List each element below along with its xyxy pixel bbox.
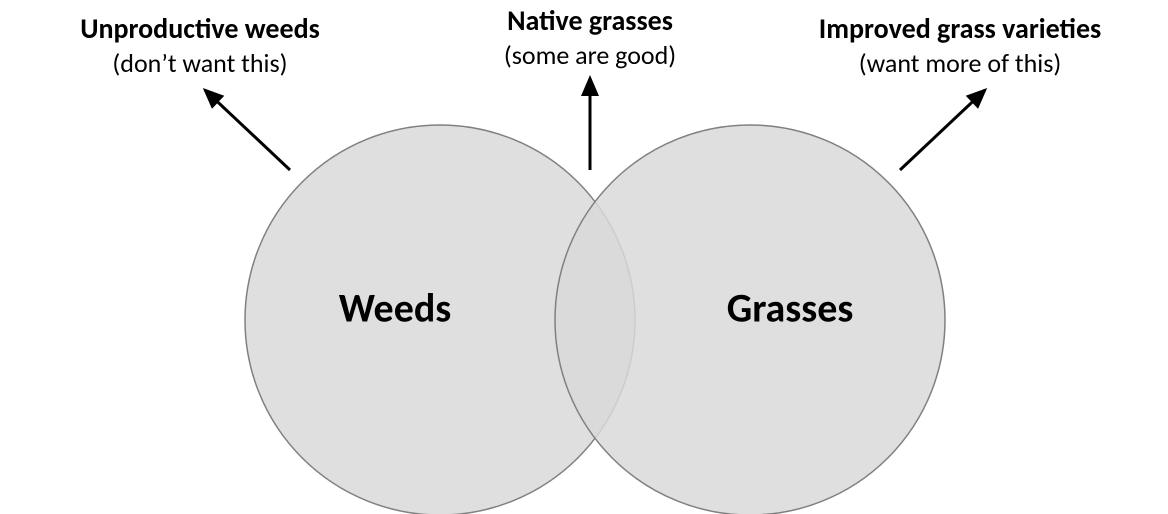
left-callout-title: Unproductive weeds	[80, 11, 320, 46]
circle-label-left: Weeds	[339, 284, 452, 333]
venn-diagram: Weeds Grasses Unproductive weeds(don’t wa…	[0, 0, 1168, 514]
right-callout-title: Improved grass varieties	[819, 11, 1101, 46]
left-callout-subtitle: (don’t want this)	[112, 47, 287, 79]
arrow-left-callout	[205, 90, 290, 170]
callout-arrows	[205, 78, 985, 170]
middle-callout-subtitle: (some are good)	[504, 39, 676, 71]
arrow-right-callout	[900, 90, 985, 170]
right-callout-subtitle: (want more of this)	[859, 47, 1062, 79]
circle-label-right: Grasses	[727, 284, 854, 333]
callout-labels: Unproductive weeds(don’t want this) Nativ…	[80, 3, 1101, 79]
middle-callout-title: Native grasses	[507, 3, 673, 38]
